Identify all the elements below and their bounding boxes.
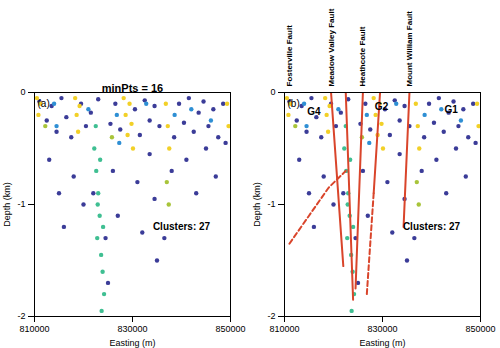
svg-text:Clusters: 27: Clusters: 27 [403, 221, 461, 232]
svg-text:-1: -1 [17, 199, 25, 209]
svg-text:810000: 810000 [269, 324, 299, 334]
svg-text:Meadow Valley Fault: Meadow Valley Fault [327, 8, 336, 86]
svg-text:G4: G4 [307, 106, 321, 117]
svg-text:(b): (b) [288, 98, 300, 109]
svg-text:Easting (m): Easting (m) [359, 338, 405, 348]
svg-text:Heathcote Fault: Heathcote Fault [358, 26, 367, 86]
svg-text:Mount William Fault: Mount William Fault [405, 11, 414, 87]
svg-text:minPts = 16: minPts = 16 [101, 82, 164, 95]
svg-text:Clusters: 27: Clusters: 27 [153, 221, 211, 232]
svg-text:G2: G2 [375, 101, 389, 112]
svg-text:-2: -2 [17, 311, 25, 321]
svg-text:0: 0 [270, 87, 275, 97]
svg-text:0: 0 [20, 87, 25, 97]
svg-text:-2: -2 [267, 311, 275, 321]
svg-text:Fosterville Fault: Fosterville Fault [285, 25, 294, 87]
svg-text:810000: 810000 [19, 324, 49, 334]
svg-text:850000: 850000 [215, 324, 245, 334]
svg-text:830000: 830000 [367, 324, 397, 334]
svg-text:(a): (a) [38, 98, 50, 109]
svg-text:-1: -1 [267, 199, 275, 209]
svg-text:Depth (km): Depth (km) [2, 182, 12, 227]
svg-text:850000: 850000 [465, 324, 495, 334]
svg-text:Depth (km): Depth (km) [252, 182, 262, 227]
svg-text:830000: 830000 [117, 324, 147, 334]
svg-text:G1: G1 [444, 104, 458, 115]
svg-text:Easting (m): Easting (m) [109, 338, 155, 348]
